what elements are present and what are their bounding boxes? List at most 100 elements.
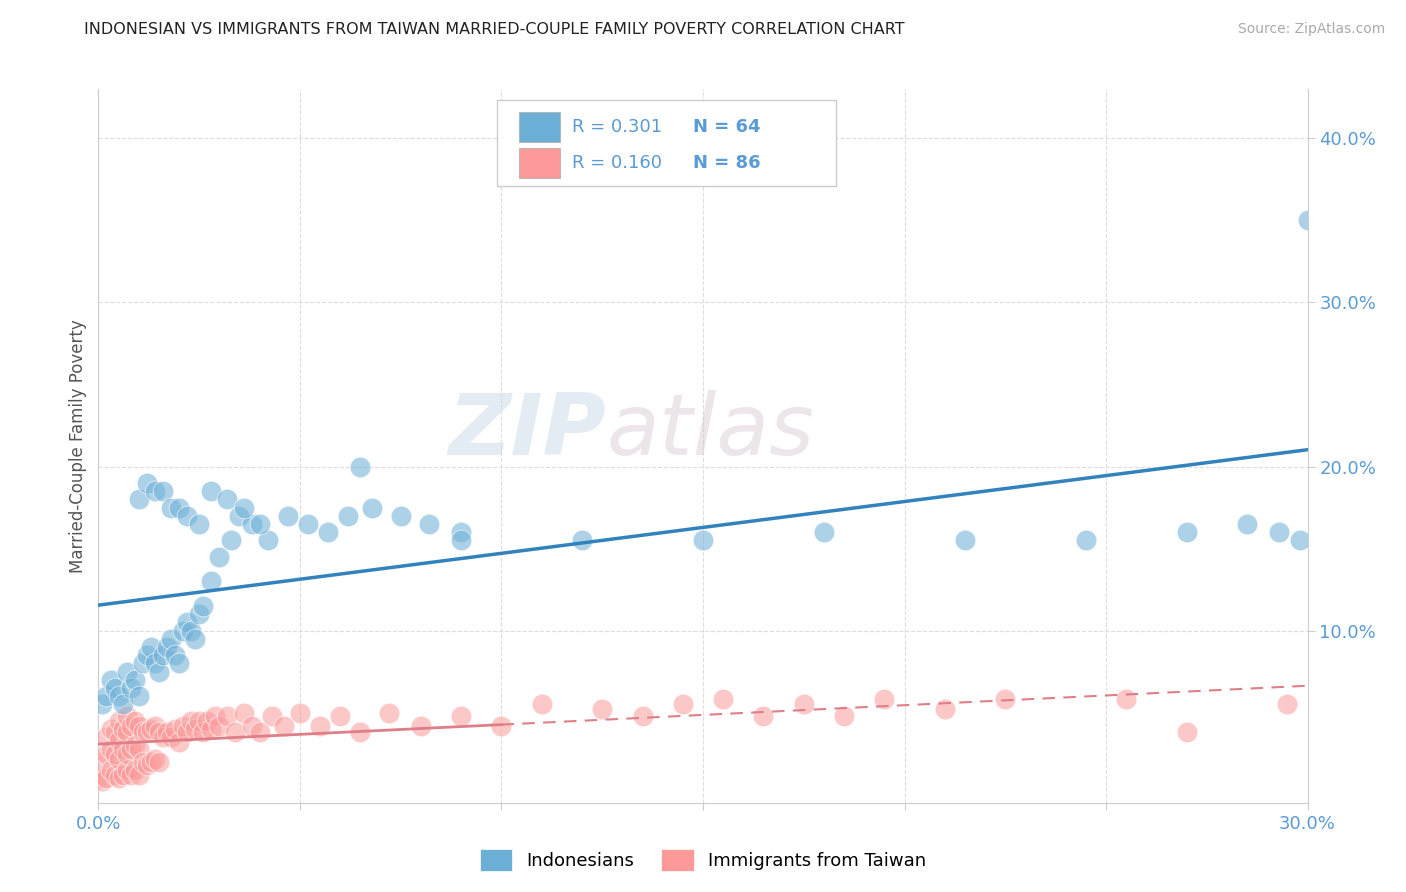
Point xyxy=(418,516,440,531)
Point xyxy=(1288,533,1310,548)
Point xyxy=(1277,698,1299,712)
Point xyxy=(256,533,278,548)
Point xyxy=(288,706,311,720)
Point xyxy=(297,516,319,531)
Point xyxy=(91,755,114,769)
Point xyxy=(96,771,118,785)
Point xyxy=(103,747,125,761)
Point xyxy=(813,525,835,540)
Point xyxy=(232,500,254,515)
Point xyxy=(409,719,432,733)
Text: INDONESIAN VS IMMIGRANTS FROM TAIWAN MARRIED-COUPLE FAMILY POVERTY CORRELATION C: INDONESIAN VS IMMIGRANTS FROM TAIWAN MAR… xyxy=(84,22,905,37)
Point xyxy=(139,722,162,736)
Point xyxy=(96,730,118,744)
Point xyxy=(156,725,179,739)
Point xyxy=(180,714,202,728)
Point xyxy=(124,673,146,687)
Point xyxy=(1175,725,1198,739)
Text: Source: ZipAtlas.com: Source: ZipAtlas.com xyxy=(1237,22,1385,37)
Point xyxy=(115,763,138,777)
Point xyxy=(100,673,122,687)
Point xyxy=(124,739,146,753)
Point xyxy=(107,733,129,747)
Point xyxy=(115,725,138,739)
Point xyxy=(148,725,170,739)
Point xyxy=(111,768,134,782)
Point xyxy=(135,758,157,772)
Point xyxy=(193,599,215,613)
Point xyxy=(135,475,157,490)
Point xyxy=(124,714,146,728)
Point xyxy=(148,755,170,769)
Point xyxy=(389,508,412,523)
Point xyxy=(107,714,129,728)
Point xyxy=(100,722,122,736)
Point xyxy=(631,709,654,723)
Point xyxy=(132,725,155,739)
Point xyxy=(91,698,114,712)
Point xyxy=(1115,692,1137,706)
Point xyxy=(208,549,231,564)
Point xyxy=(934,702,956,716)
Point xyxy=(139,640,162,654)
Point xyxy=(277,508,299,523)
Point xyxy=(152,484,174,499)
Point xyxy=(200,722,222,736)
Point xyxy=(591,702,613,716)
FancyBboxPatch shape xyxy=(498,100,837,186)
Text: N = 64: N = 64 xyxy=(693,118,761,136)
Point xyxy=(148,665,170,679)
Text: ZIP: ZIP xyxy=(449,390,606,474)
Point xyxy=(217,709,239,723)
Point xyxy=(450,709,472,723)
Point xyxy=(103,725,125,739)
Point xyxy=(200,484,222,499)
Point xyxy=(139,755,162,769)
Point xyxy=(672,698,695,712)
Point xyxy=(176,725,198,739)
Point xyxy=(128,768,150,782)
Point xyxy=(260,709,283,723)
Point xyxy=(953,533,976,548)
Point xyxy=(176,615,198,630)
Point xyxy=(124,763,146,777)
Point xyxy=(240,516,263,531)
Point xyxy=(309,719,332,733)
Point xyxy=(176,508,198,523)
Point xyxy=(120,681,142,695)
Point xyxy=(204,709,226,723)
Point xyxy=(180,624,202,638)
Point xyxy=(873,692,896,706)
Point xyxy=(111,741,134,756)
Text: N = 86: N = 86 xyxy=(693,153,761,171)
Point xyxy=(273,719,295,733)
Point xyxy=(711,692,734,706)
Point xyxy=(832,709,855,723)
Point xyxy=(188,516,211,531)
Point xyxy=(184,722,207,736)
Point xyxy=(100,741,122,756)
Point xyxy=(132,755,155,769)
Point xyxy=(156,640,179,654)
Point xyxy=(128,689,150,703)
Point xyxy=(217,492,239,507)
Point xyxy=(349,725,371,739)
Point xyxy=(163,722,186,736)
Text: atlas: atlas xyxy=(606,390,814,474)
Point xyxy=(87,771,110,785)
Point xyxy=(450,533,472,548)
Point xyxy=(530,698,553,712)
Point xyxy=(1236,516,1258,531)
Point xyxy=(160,730,183,744)
Point xyxy=(994,692,1017,706)
Point xyxy=(692,533,714,548)
Point xyxy=(752,709,775,723)
Point xyxy=(115,709,138,723)
Point xyxy=(240,719,263,733)
Point xyxy=(143,484,166,499)
Point xyxy=(195,714,218,728)
Point xyxy=(221,533,243,548)
Point xyxy=(208,719,231,733)
Point xyxy=(224,725,246,739)
Point xyxy=(128,719,150,733)
